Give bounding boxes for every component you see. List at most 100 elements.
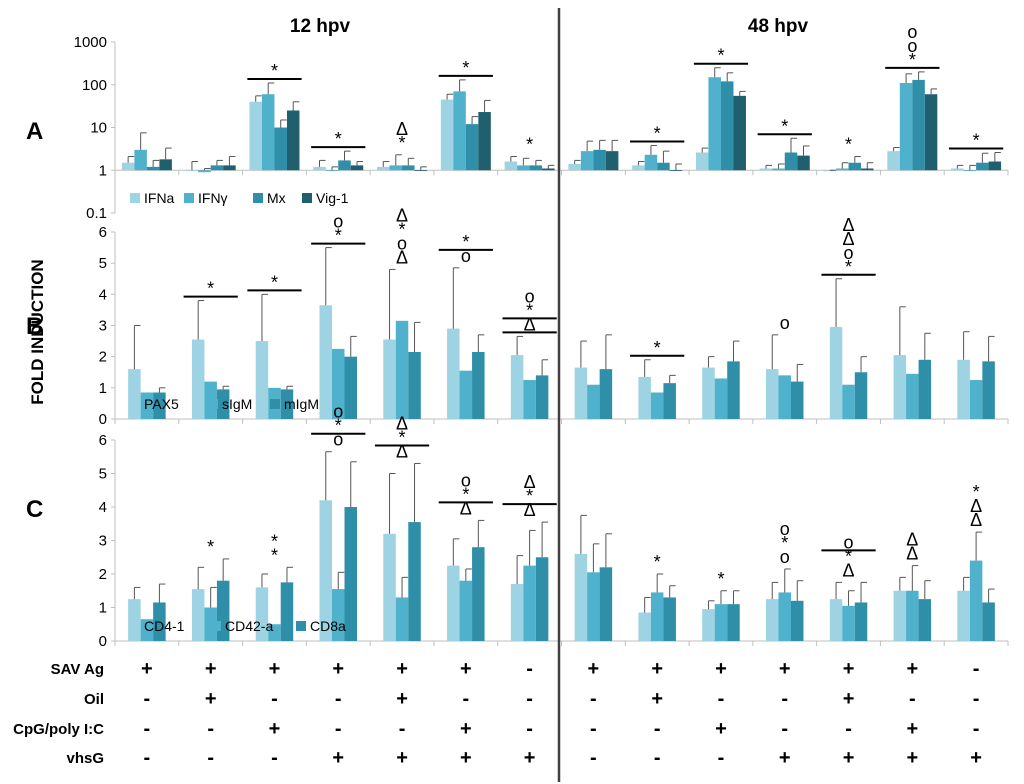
bar-CD8a [854,602,868,641]
y-tick-label: 6 [99,224,107,241]
bar-Vig-1 [414,170,428,172]
bar-Mx [465,124,479,171]
bar-CD42-a [268,624,281,641]
bar-mIgM [153,392,166,419]
significance-mark: * [335,129,342,149]
treatment-value: - [526,658,533,680]
bar-CD8a [727,604,740,641]
bar-CD8a [791,600,804,641]
significance-mark: * [845,134,852,154]
bar-Mx [402,165,415,171]
significance-mark: * [909,50,916,70]
bar-CD8a [535,557,549,641]
bar-mIgM [791,381,804,419]
legend-swatch [270,399,280,409]
significance-mark: o [333,402,343,422]
bar-CD4-1 [957,590,970,641]
significance-mark: o [525,286,535,306]
significance-mark: * [462,232,469,252]
bar-CD42-a [587,572,600,641]
bar-Mx [210,165,224,171]
significance-mark: * [526,300,533,320]
bar-CD42-a [842,605,855,641]
significance-mark: o [844,243,854,263]
bar-mIgM [727,361,740,419]
bar-CD4-1 [766,599,779,641]
bar-CD42-a [906,590,919,641]
significance-mark: Δ [906,530,918,550]
treatment-value: + [205,658,217,680]
bar-mIgM [982,361,995,419]
bar-mIgM [918,359,932,419]
significance-mark: * [335,226,342,246]
legend-label: IFNa [144,190,175,206]
y-tick-label: 4 [99,286,107,303]
significance-mark: * [526,134,533,154]
treatment-value: + [651,658,663,680]
significance-mark: Δ [524,472,536,492]
significance-mark: * [271,545,278,565]
bar-PAX5 [638,376,651,419]
bar-CD4-1 [319,500,332,641]
bar-sIgM [906,373,919,419]
y-tick-label: 1 [99,600,107,617]
significance-mark: * [717,569,724,589]
bar-PAX5 [447,328,460,419]
bar-CD4-1 [128,599,141,641]
legend-label: CD8a [310,618,346,634]
treatment-value: - [526,688,533,710]
treatment-value: + [970,747,982,769]
bar-sIgM [395,320,409,419]
bar-CD42-a [395,597,409,641]
significance-mark: o [333,212,343,232]
significance-mark: * [973,131,980,151]
bar-CD42-a [332,589,345,641]
significance-mark: * [462,58,469,78]
bar-PAX5 [510,355,524,419]
treatment-value: + [651,688,663,710]
y-axis-label: FOLD INDUCTION [28,259,47,404]
treatment-value: + [205,688,217,710]
bar-Mx [529,165,543,171]
treatment-value: - [590,688,597,710]
y-tick-label: 3 [99,318,107,335]
treatment-value: + [332,658,344,680]
bar-CD42-a [140,619,154,641]
treatment-value: + [396,688,408,710]
legend-swatch [184,193,194,203]
bar-sIgM [778,375,791,419]
treatment-value: + [906,718,918,740]
bar-IFNa [504,161,518,171]
treatment-label: CpG/poly I:C [13,721,104,738]
treatment-value: + [906,747,918,769]
treatment-value: - [144,688,151,710]
bar-IFNγ [325,170,339,172]
bar-IFNγ [899,82,913,171]
significance-mark: Δ [396,119,408,139]
legend-label: IFNγ [198,190,228,206]
y-tick-label: 5 [99,466,107,483]
significance-mark: Δ [396,247,408,267]
treatment-value: - [399,718,406,740]
bar-Vig-1 [797,155,810,171]
bar-PAX5 [191,339,205,419]
y-tick-label: 3 [99,533,107,550]
significance-mark: Δ [843,560,855,580]
treatment-value: + [715,718,727,740]
bar-Vig-1 [669,170,683,172]
bar-Mx [338,160,351,171]
bar-mIgM [408,351,421,419]
significance-mark: * [399,427,406,447]
significance-mark: * [717,46,724,66]
significance-mark: * [207,279,214,299]
bar-PAX5 [702,367,715,419]
bar-Mx [593,149,606,171]
treatment-value: - [781,688,788,710]
treatment-value: + [141,658,153,680]
bar-IFNγ [644,154,658,171]
bar-Mx [912,79,925,171]
treatment-value: - [144,718,151,740]
